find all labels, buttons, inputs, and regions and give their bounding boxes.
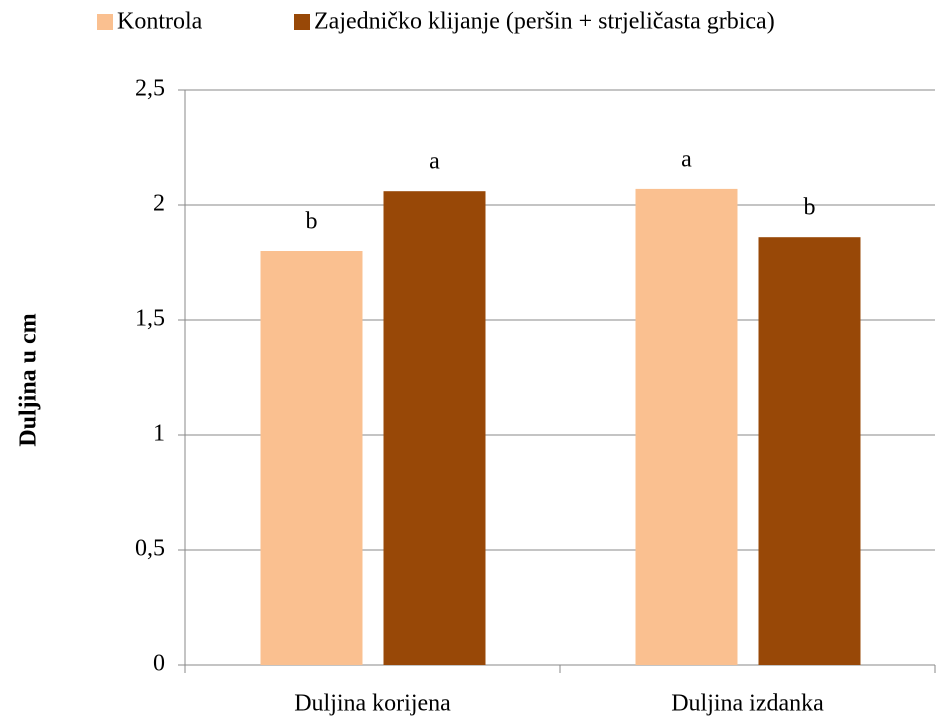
bar-letter: b <box>306 209 318 235</box>
y-tick-label: 2,5 <box>135 76 165 102</box>
y-axis-title: Duljina u cm <box>16 313 42 446</box>
x-tick-label: Duljina izdanka <box>671 691 824 717</box>
bar-letter: b <box>804 195 816 221</box>
bar <box>260 251 363 665</box>
y-tick-label: 0 <box>153 651 165 677</box>
y-tick-label: 2 <box>153 191 165 217</box>
bar-letter: a <box>429 149 440 175</box>
y-tick-label: 0,5 <box>135 536 165 562</box>
bar <box>635 188 738 665</box>
y-tick-label: 1 <box>153 421 165 447</box>
legend-label: Kontrola <box>117 9 203 35</box>
y-tick-label: 1,5 <box>135 306 165 332</box>
legend-swatch <box>97 14 113 30</box>
bar-letter: a <box>681 146 692 172</box>
legend-swatch <box>294 14 310 30</box>
legend-label: Zajedničko klijanje (peršin + strjeličas… <box>314 9 775 35</box>
bar <box>758 237 861 665</box>
bar <box>383 191 486 665</box>
x-tick-label: Duljina korijena <box>294 691 451 717</box>
